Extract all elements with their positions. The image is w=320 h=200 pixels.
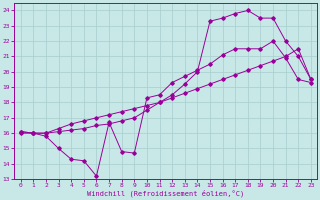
X-axis label: Windchill (Refroidissement éolien,°C): Windchill (Refroidissement éolien,°C) [87,190,244,197]
